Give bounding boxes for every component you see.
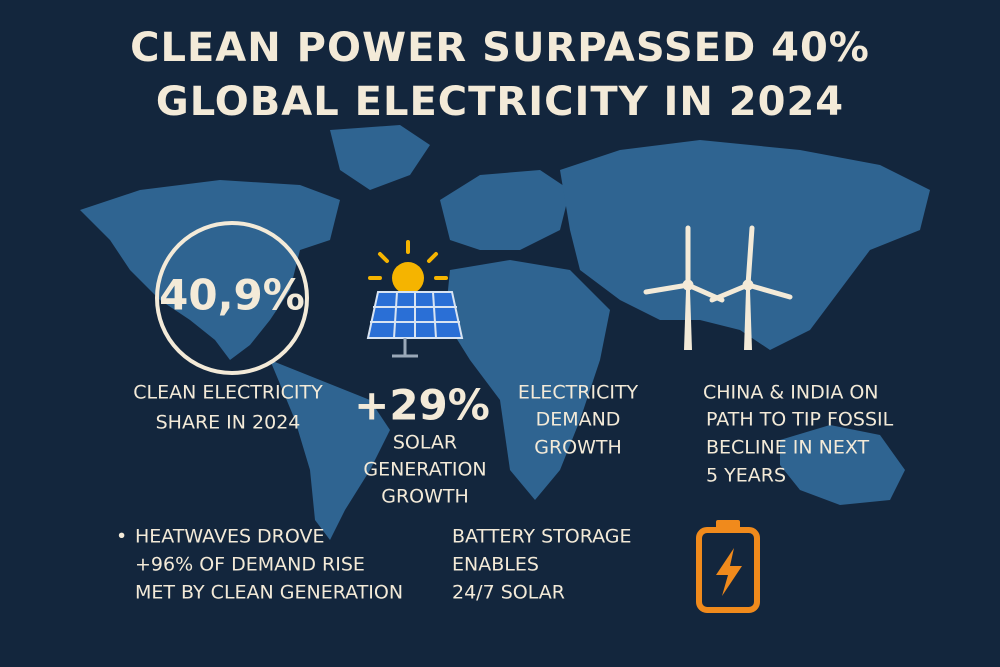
china-india-caption: BECLINE IN NEXT bbox=[706, 437, 870, 459]
battery-caption: BATTERY STORAGE bbox=[452, 526, 632, 548]
battery-caption: 24/7 SOLAR bbox=[452, 582, 565, 604]
battery-icon bbox=[696, 520, 760, 613]
share-caption: CLEAN ELECTRICITY bbox=[133, 382, 323, 404]
title-line: CLEAN POWER SURPASSED 40% bbox=[130, 25, 870, 71]
china-india-caption: PATH TO TIP FOSSIL bbox=[706, 409, 894, 431]
world-map bbox=[80, 125, 930, 540]
map-landmass bbox=[445, 260, 610, 500]
solar-caption: SOLAR bbox=[393, 432, 457, 454]
map-landmass bbox=[440, 170, 570, 250]
map-landmass bbox=[560, 140, 930, 350]
bullet: • bbox=[116, 526, 127, 548]
demand-caption: GROWTH bbox=[534, 437, 622, 459]
solar-caption: GROWTH bbox=[381, 486, 469, 508]
heatwaves-caption: +96% OF DEMAND RISE bbox=[135, 554, 365, 576]
solar-caption: GENERATION bbox=[363, 459, 486, 481]
share-value: 40,9% bbox=[159, 271, 305, 320]
heatwaves-caption: HEATWAVES DROVE bbox=[135, 526, 325, 548]
solar-value: +29% bbox=[354, 381, 490, 430]
china-india-caption: 5 YEARS bbox=[706, 465, 786, 487]
china-india-caption: CHINA & INDIA ON bbox=[703, 382, 879, 404]
heatwaves-caption: MET BY CLEAN GENERATION bbox=[135, 582, 403, 604]
title-line: GLOBAL ELECTRICITY IN 2024 bbox=[156, 79, 844, 125]
map-landmass bbox=[780, 425, 905, 505]
solar-icon bbox=[366, 240, 464, 358]
demand-caption: ELECTRICITY bbox=[518, 382, 639, 404]
demand-caption: DEMAND bbox=[536, 409, 621, 431]
map-landmass bbox=[80, 180, 340, 360]
wind-turbines bbox=[643, 225, 793, 350]
map-landmass bbox=[270, 360, 390, 540]
map-landmass bbox=[330, 125, 430, 190]
share-ring bbox=[155, 221, 309, 375]
battery-caption: ENABLES bbox=[452, 554, 539, 576]
share-caption: SHARE IN 2024 bbox=[156, 412, 301, 434]
